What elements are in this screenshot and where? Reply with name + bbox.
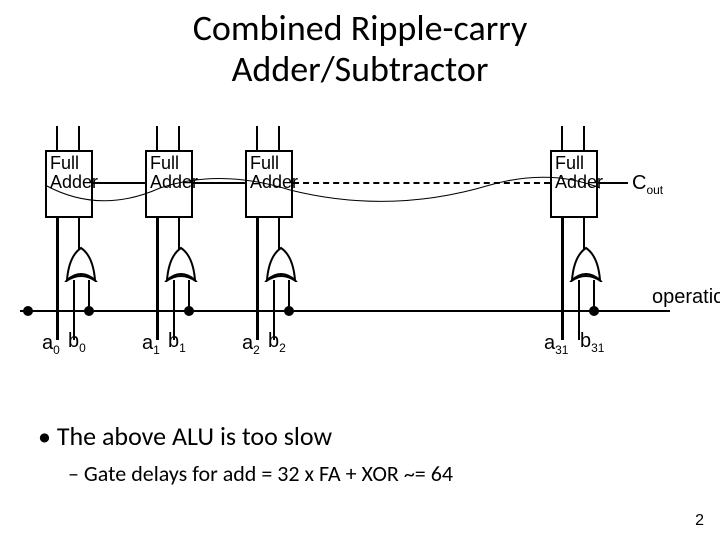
s0-a-wire (56, 218, 59, 340)
s31-op-tap (589, 306, 599, 316)
circuit-diagram: operation Cout Full Adder a0 b0 Full Add… (0, 130, 720, 400)
a0-label: a0 (42, 332, 60, 357)
s31-top-wire-b (583, 126, 585, 150)
bullet-1: • The above ALU is too slow (38, 420, 698, 452)
b0-label: b0 (68, 330, 86, 355)
freehand-curve (40, 160, 610, 220)
s1-top-wire-b (178, 126, 180, 150)
bullet-text: • The above ALU is too slow – Gate delay… (38, 420, 698, 487)
xor-gate-0 (63, 246, 99, 282)
s1-top-wire-a (156, 126, 158, 150)
s2-top-wire-a (256, 126, 258, 150)
s1-op-tap (184, 306, 194, 316)
op-dot-left (23, 306, 33, 316)
a1-label: a1 (142, 332, 160, 357)
b2-label: b2 (268, 330, 286, 355)
b31-label: b31 (580, 330, 604, 355)
s0-top-wire-a (56, 126, 58, 150)
bullet-2: – Gate delays for add = 32 x FA + XOR ~=… (68, 460, 698, 487)
a31-label: a31 (544, 332, 568, 357)
page-number: 2 (695, 512, 704, 530)
slide-title: Combined Ripple-carry Adder/Subtractor (0, 0, 720, 91)
operation-label: operation (652, 286, 720, 309)
s0-op-tap (84, 306, 94, 316)
xor-gate-1 (163, 246, 199, 282)
s2-op-tap (284, 306, 294, 316)
s2-top-wire-b (278, 126, 280, 150)
s0-top-wire-b (78, 126, 80, 150)
s2-a-wire (256, 218, 259, 340)
xor-gate-31 (568, 246, 604, 282)
operation-line (20, 310, 670, 312)
a2-label: a2 (242, 332, 260, 357)
xor-gate-2 (263, 246, 299, 282)
s31-top-wire-a (561, 126, 563, 150)
b1-label: b1 (168, 330, 186, 355)
s31-a-wire (561, 218, 564, 340)
s1-a-wire (156, 218, 159, 340)
cout-label: Cout (632, 172, 663, 197)
